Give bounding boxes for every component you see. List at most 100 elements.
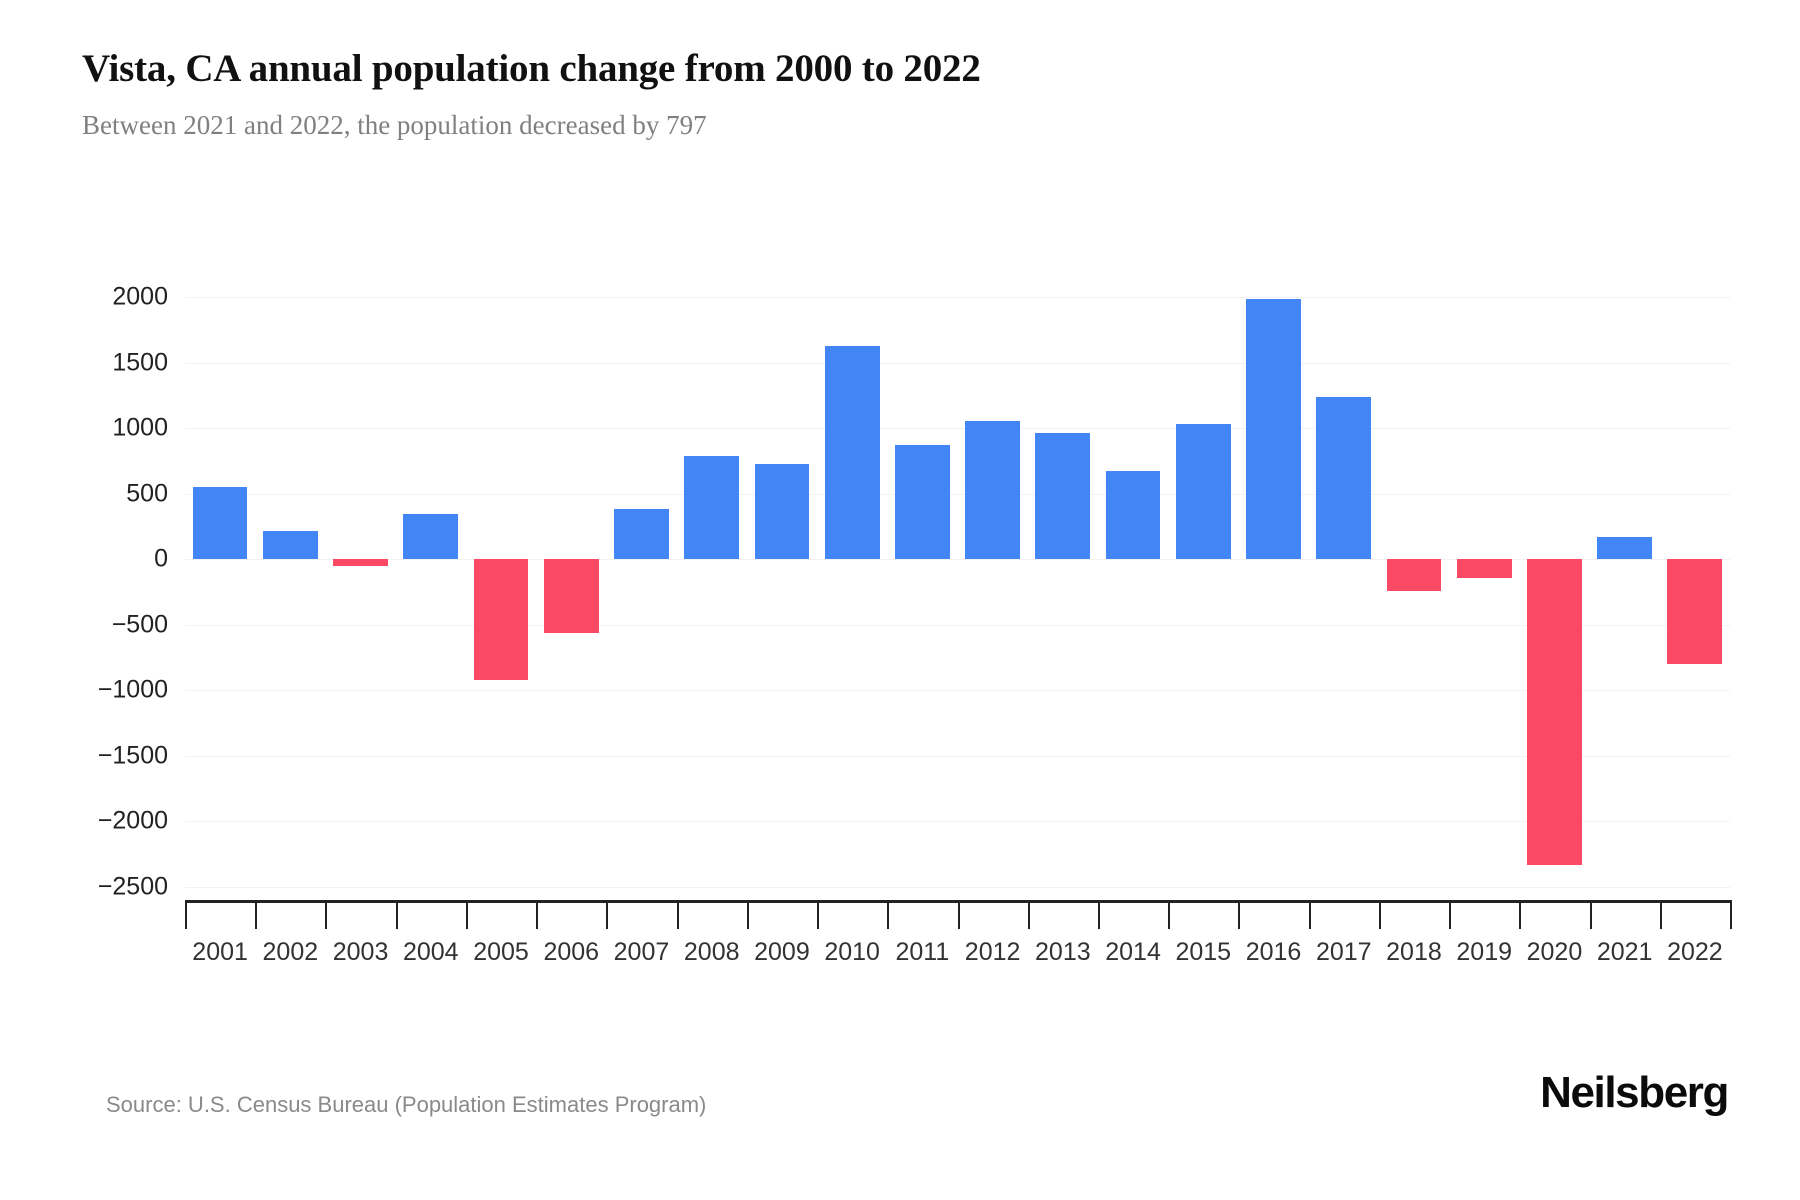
gridline: [185, 821, 1730, 823]
bar-2020[interactable]: [1527, 559, 1582, 865]
bar-2002[interactable]: [262, 531, 318, 560]
x-axis-tick-label-2022: 2022: [1667, 938, 1723, 966]
x-axis-tick-label-2020: 2020: [1526, 938, 1583, 966]
bar-slot: [958, 297, 1028, 887]
gridline: [185, 559, 1730, 561]
bar-slot: [1519, 297, 1589, 887]
y-axis-tick-label: −500: [111, 610, 168, 639]
bar-2010[interactable]: [824, 345, 880, 560]
x-axis-tick-mark: [325, 900, 328, 929]
x-axis-tick-mark: [395, 900, 398, 929]
bar-slot: [1238, 297, 1308, 887]
bar-2008[interactable]: [684, 455, 740, 560]
bar-2003[interactable]: [333, 559, 388, 566]
bar-2012[interactable]: [965, 420, 1020, 560]
gridline: [185, 624, 1730, 626]
chart-subtitle: Between 2021 and 2022, the population de…: [82, 109, 707, 140]
bar-slot: [325, 297, 395, 887]
x-axis-tick-mark: [1238, 900, 1241, 929]
x-axis-tick-mark: [536, 900, 539, 929]
x-axis-tick-label-2009: 2009: [754, 938, 810, 966]
x-axis-tick-label-2001: 2001: [192, 938, 248, 966]
bar-slot: [1309, 297, 1379, 887]
bar-slot: [1379, 297, 1449, 887]
x-axis-tick-label-2003: 2003: [332, 938, 389, 966]
bar-2011[interactable]: [894, 444, 950, 560]
gridline: [185, 755, 1730, 757]
y-axis-tick-label: −1000: [97, 675, 168, 704]
x-axis-tick-label-2007: 2007: [613, 938, 670, 966]
y-axis-tick-label: −2000: [97, 806, 168, 835]
x-axis-tick-label-2021: 2021: [1596, 938, 1653, 966]
y-axis-tick-label: 2000: [112, 282, 168, 311]
gridline: [185, 362, 1730, 364]
source-note: Source: U.S. Census Bureau (Population E…: [106, 1092, 707, 1117]
bar-slot: [1028, 297, 1098, 887]
plot-area: 2000 1500 1000 500 0 −500 −1000 −1500 −2000 −2500: [98, 283, 1730, 901]
gridline: [185, 887, 1730, 888]
bar-slot: [887, 297, 957, 887]
x-axis-tick-mark: [1730, 900, 1732, 929]
bar-2013[interactable]: [1035, 433, 1091, 560]
x-axis-tick-mark: [606, 900, 609, 929]
x-axis-tick-mark: [676, 900, 679, 929]
gridline: [185, 428, 1730, 430]
bar-slot: [466, 297, 536, 887]
bar-2015[interactable]: [1175, 424, 1231, 560]
bar-2022[interactable]: [1667, 559, 1723, 664]
gridline: [185, 690, 1730, 692]
gridline: [185, 297, 1730, 298]
x-axis-tick-label-2014: 2014: [1105, 938, 1161, 966]
bar-2006[interactable]: [543, 559, 599, 634]
x-axis-tick-mark: [1378, 900, 1381, 929]
bar-2007[interactable]: [614, 508, 669, 560]
x-axis-tick-label-2005: 2005: [473, 938, 529, 966]
x-axis-tick-mark: [1308, 900, 1311, 929]
y-axis-tick-label: 1500: [112, 348, 168, 377]
y-axis-tick-label: −1500: [97, 741, 168, 770]
bar-slot: [396, 297, 466, 887]
bar-slot: [255, 297, 325, 887]
bar-2019[interactable]: [1456, 559, 1512, 579]
bar-slot: [536, 297, 606, 887]
gridline: [185, 493, 1730, 495]
x-axis-tick-label-2006: 2006: [543, 938, 600, 966]
x-axis-tick-mark: [1589, 900, 1592, 929]
y-axis-tick-label: 500: [126, 479, 168, 508]
bar-slot: [606, 297, 676, 887]
bar-slot: [1098, 297, 1168, 887]
bar-2001[interactable]: [192, 487, 248, 560]
x-axis-tick-label-2010: 2010: [824, 938, 880, 966]
bar-slot: [1168, 297, 1238, 887]
bar-2021[interactable]: [1597, 536, 1653, 560]
brand-logo: Neilsberg: [1540, 1068, 1729, 1117]
page-title: Vista, CA annual population change from …: [82, 47, 981, 90]
x-axis-tick-label-2012: 2012: [964, 938, 1021, 966]
bar-2018[interactable]: [1386, 559, 1442, 592]
bar-2014[interactable]: [1105, 471, 1161, 560]
x-axis-tick-mark: [817, 900, 820, 929]
x-axis-tick-label-2013: 2013: [1035, 938, 1091, 966]
bar-2009[interactable]: [754, 464, 810, 560]
bar-slot: [185, 297, 255, 887]
x-axis-tick-label-2002: 2002: [262, 938, 319, 966]
x-axis-tick-mark: [1449, 900, 1452, 929]
x-axis-tick-label-2008: 2008: [683, 938, 740, 966]
bar-2017[interactable]: [1316, 397, 1372, 560]
bar-slot: [677, 297, 747, 887]
bar-slot: [1449, 297, 1519, 887]
bar-2005[interactable]: [473, 559, 529, 680]
chart-header: Vista, CA annual population change from …: [82, 46, 1722, 141]
y-axis-tick-label: −2500: [97, 872, 168, 901]
x-axis-tick-label-2019: 2019: [1456, 938, 1513, 966]
x-axis-tick-mark: [887, 900, 890, 929]
x-axis-tick-mark: [957, 900, 960, 929]
x-axis-tick-label-2018: 2018: [1386, 938, 1442, 966]
x-axis-tick-mark: [465, 900, 468, 929]
x-axis-tick-mark: [255, 900, 258, 929]
bar-slot: [817, 297, 887, 887]
bar-2016[interactable]: [1246, 298, 1301, 560]
x-axis-tick-mark: [1659, 900, 1662, 929]
bar-2004[interactable]: [403, 513, 459, 560]
